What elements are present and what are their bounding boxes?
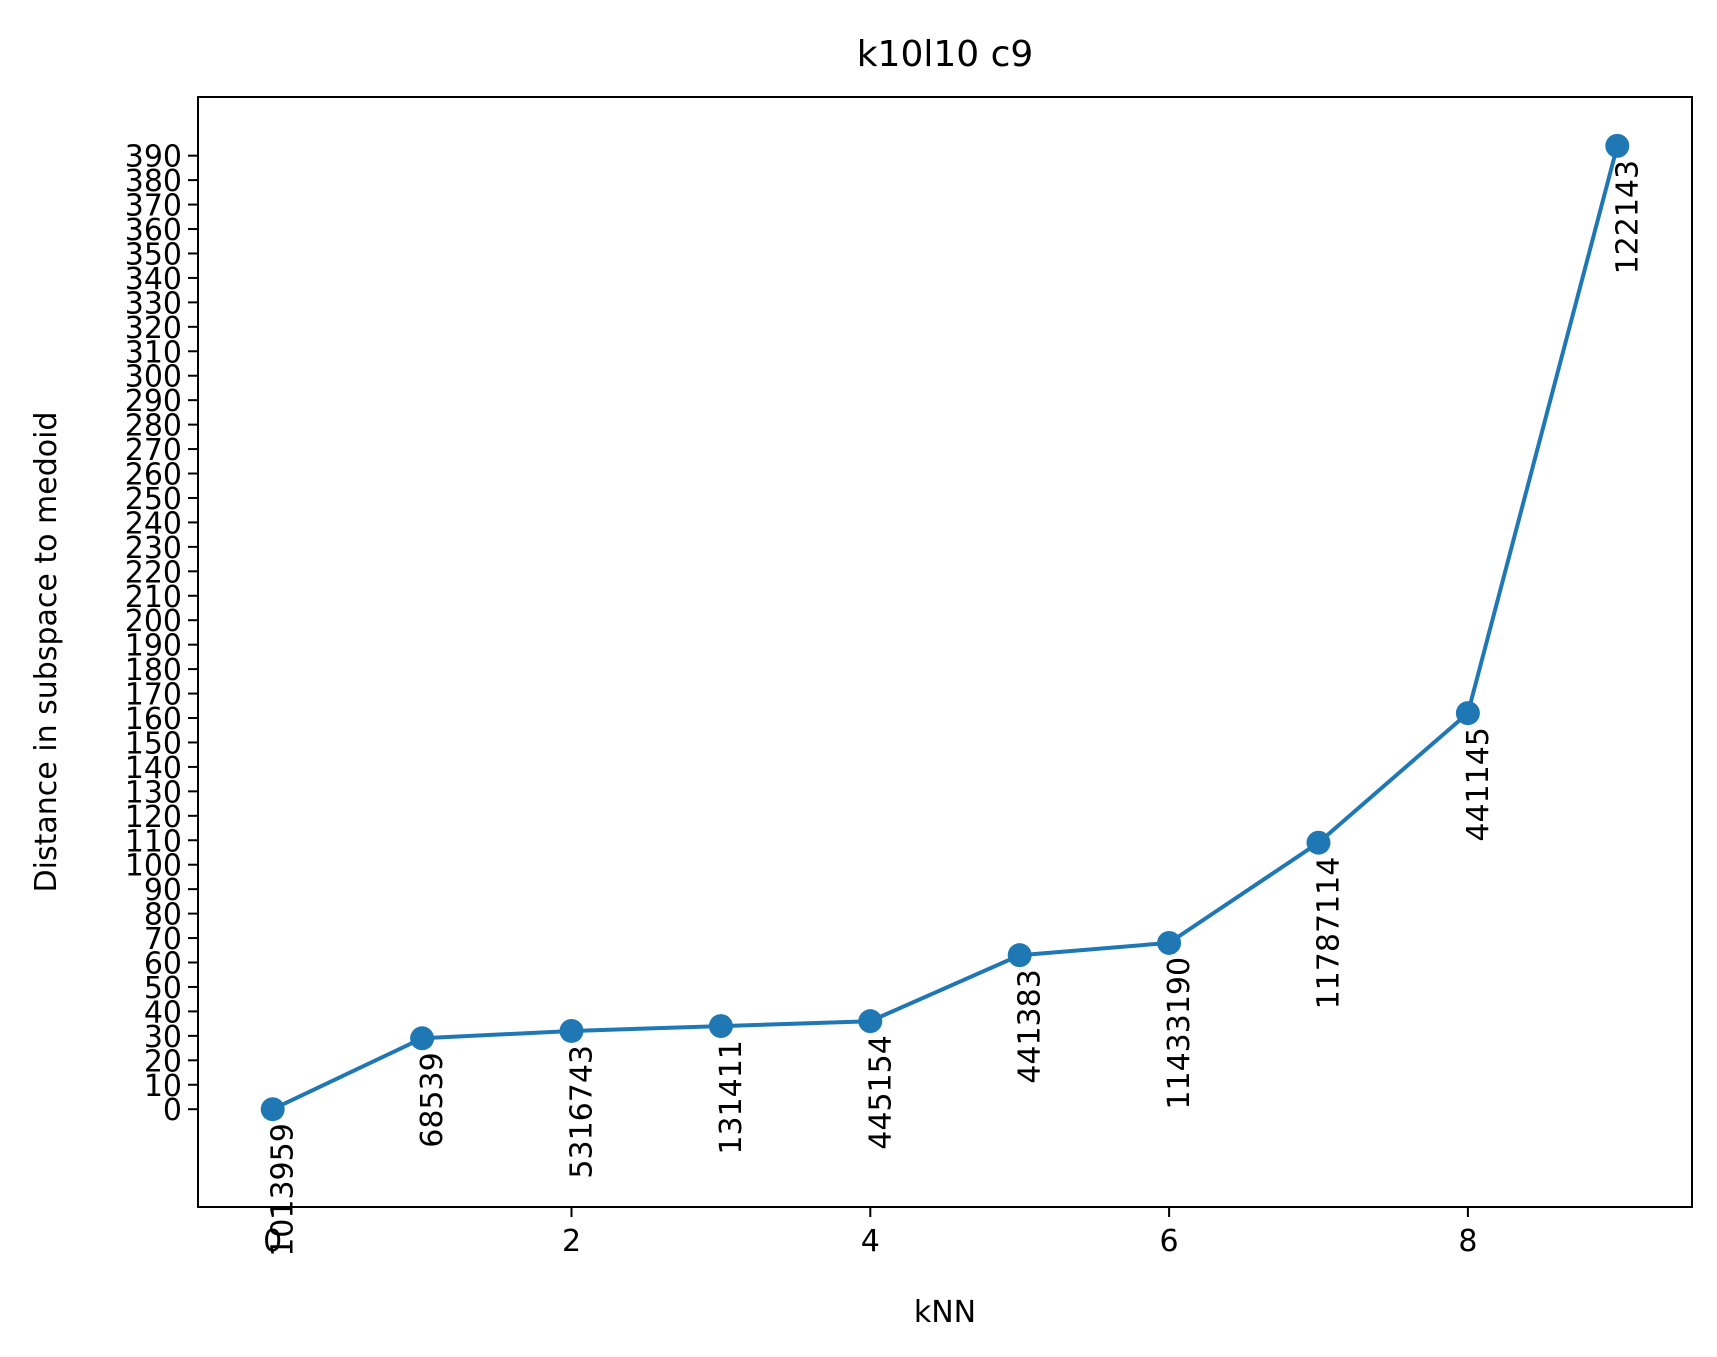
y-tick-label: 140	[125, 751, 182, 786]
y-tick-label: 170	[125, 678, 182, 713]
y-tick-label: 390	[125, 140, 182, 175]
y-tick-label: 190	[125, 629, 182, 664]
y-tick-label: 240	[125, 506, 182, 541]
y-tick-label: 360	[125, 213, 182, 248]
y-tick-label: 10	[144, 1069, 182, 1104]
point-label: 11787114	[1312, 857, 1347, 1010]
point-label: 68539	[415, 1052, 450, 1147]
y-tick-label: 300	[125, 360, 182, 395]
y-tick-label: 320	[125, 311, 182, 346]
y-tick-label: 130	[125, 775, 182, 810]
point-label: 445154	[863, 1035, 898, 1150]
y-tick-label: 260	[125, 458, 182, 493]
x-tick-label: 2	[562, 1224, 581, 1259]
y-tick-label: 40	[144, 995, 182, 1030]
data-point	[260, 1097, 285, 1122]
y-tick-label: 110	[125, 824, 182, 859]
x-tick-label: 6	[1160, 1224, 1179, 1259]
point-label: 441383	[1013, 969, 1048, 1084]
y-tick-label: 340	[125, 262, 182, 297]
y-tick-label: 30	[144, 1020, 182, 1055]
data-point	[1007, 943, 1032, 968]
point-label: 122143	[1610, 160, 1645, 275]
plot-area	[197, 96, 1693, 1208]
point-label: 131411	[714, 1040, 749, 1155]
y-tick-label: 380	[125, 164, 182, 199]
y-tick-label: 250	[125, 482, 182, 517]
y-tick-label: 50	[144, 971, 182, 1006]
data-point	[1157, 930, 1182, 955]
y-tick-label: 90	[144, 873, 182, 908]
y-axis-label: Distance in subspace to medoid	[29, 412, 64, 893]
y-tick-label: 180	[125, 653, 182, 688]
y-tick-label: 80	[144, 898, 182, 933]
x-tick-label: 4	[861, 1224, 880, 1259]
data-point	[410, 1026, 435, 1051]
x-axis: 0 2 4 6 8	[263, 1207, 1477, 1259]
y-tick-label: 200	[125, 604, 182, 639]
x-axis-label: kNN	[914, 1295, 976, 1330]
data-point	[559, 1018, 584, 1043]
series-line	[271, 145, 1620, 1112]
data-point	[1306, 830, 1331, 855]
y-tick-label: 280	[125, 409, 182, 444]
y-tick-label: 370	[125, 189, 182, 224]
x-tick-label: 8	[1458, 1224, 1477, 1259]
y-tick-label: 0	[163, 1093, 182, 1128]
point-label: 441145	[1461, 727, 1496, 842]
data-point	[1455, 701, 1480, 726]
series-layer: 1013959 68539 5316743 131411 445154 441383 114…	[260, 133, 1645, 1257]
x-tick-label: 0	[263, 1224, 282, 1259]
data-point	[1605, 133, 1630, 158]
y-axis: 0102030405060708090100110120130140150160…	[125, 140, 198, 1128]
y-tick-label: 330	[125, 286, 182, 321]
y-tick-label: 70	[144, 922, 182, 957]
plot-frame	[197, 96, 1693, 1208]
y-tick-label: 60	[144, 947, 182, 982]
y-tick-label: 120	[125, 800, 182, 835]
y-tick-label: 160	[125, 702, 182, 737]
y-tick-label: 350	[125, 237, 182, 272]
point-label: 5316743	[565, 1045, 600, 1179]
point-label: 11433190	[1162, 957, 1197, 1110]
y-tick-label: 150	[125, 726, 182, 761]
y-tick-label: 290	[125, 384, 182, 419]
y-tick-label: 210	[125, 580, 182, 615]
y-tick-label: 270	[125, 433, 182, 468]
data-point	[858, 1009, 883, 1034]
point-label: 1013959	[266, 1123, 301, 1257]
y-tick-label: 230	[125, 531, 182, 566]
data-point	[708, 1014, 733, 1039]
y-tick-label: 20	[144, 1044, 182, 1079]
y-tick-label: 100	[125, 849, 182, 884]
y-tick-label: 220	[125, 555, 182, 590]
y-tick-label: 310	[125, 335, 182, 370]
chart-title: k10l10 c9	[857, 34, 1034, 75]
